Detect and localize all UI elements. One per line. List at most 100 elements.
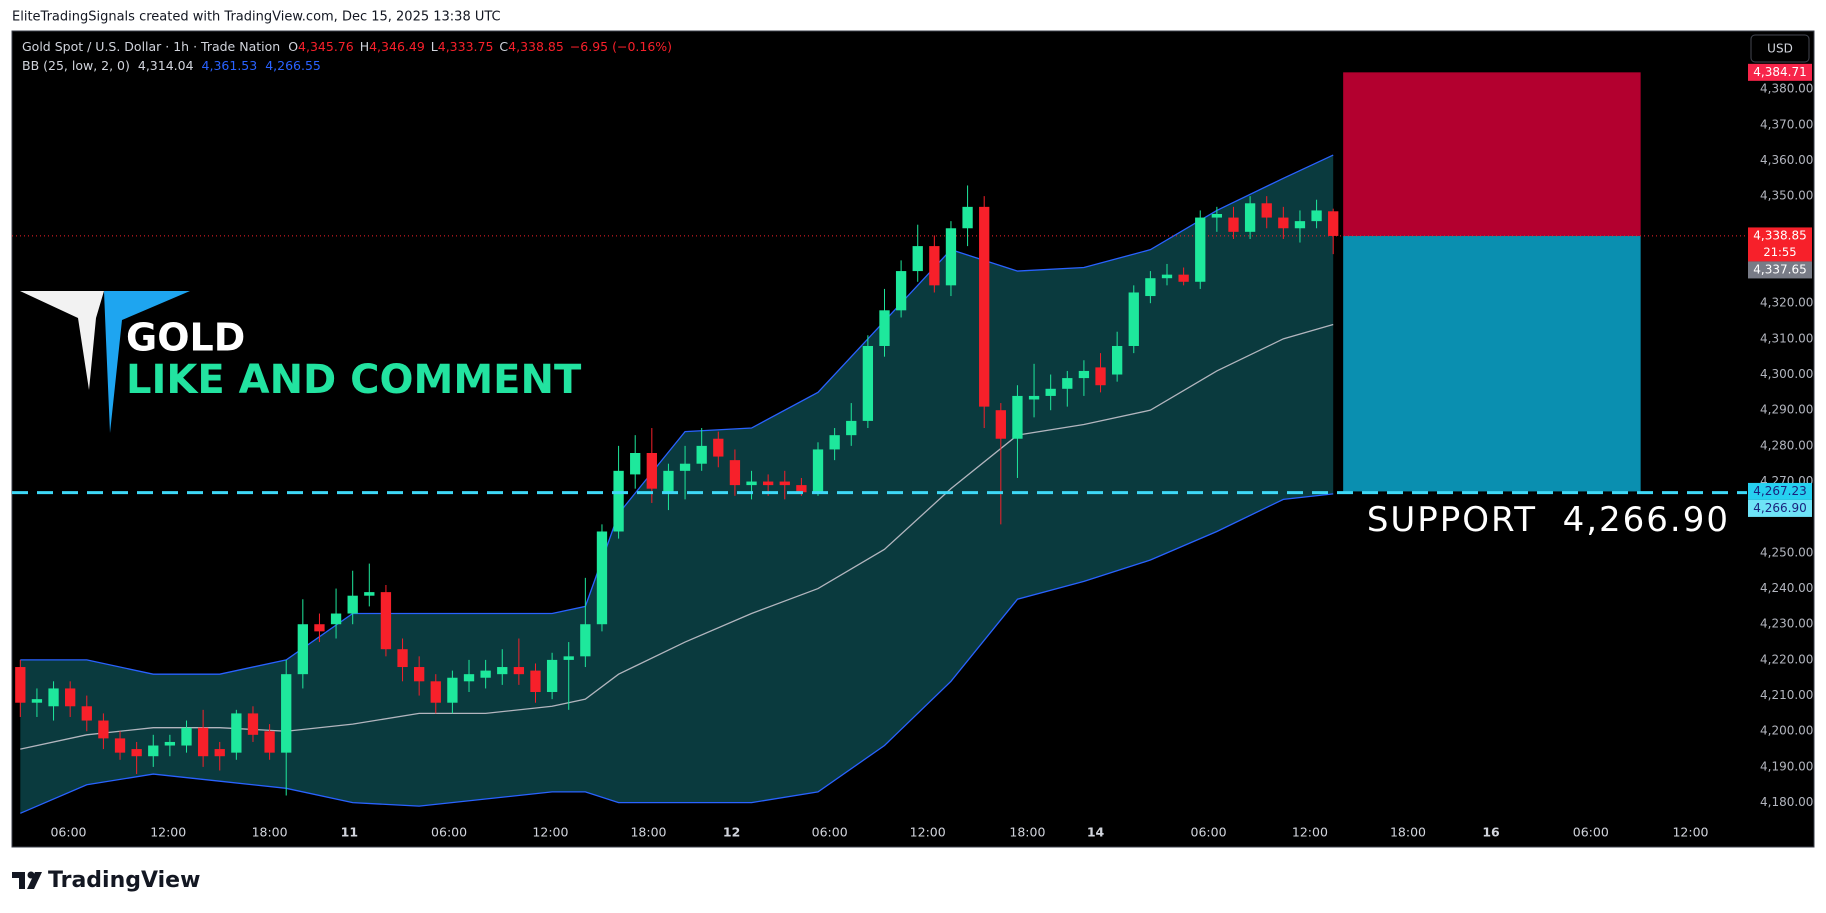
candle-body: [281, 674, 292, 753]
plot: SUPPORT 4,266.90 4,180.00 4,190.00 4,200.00…: [12, 63, 1813, 840]
candle-body: [48, 688, 59, 707]
candle-body: [812, 449, 824, 493]
price-label: 4,337.65: [1753, 262, 1806, 276]
candle-body: [763, 481, 774, 486]
candle-body: [563, 656, 574, 660]
candle-body: [713, 438, 724, 457]
candle-body: [1261, 203, 1272, 218]
x-tick-label: 12:00: [1292, 825, 1328, 840]
candle-body: [1294, 221, 1306, 229]
indicator-value: 4,266.55: [265, 58, 321, 73]
candle-body: [1161, 274, 1173, 279]
candle-body: [613, 470, 624, 532]
band-fill: [20, 155, 1334, 814]
y-tick-label: 4,280.00: [1760, 438, 1813, 452]
candle-body: [1062, 378, 1073, 389]
candle-body: [663, 470, 674, 493]
candle-body: [912, 246, 923, 272]
price-label-box: [1748, 227, 1812, 262]
x-tick-label: 06:00: [1191, 825, 1227, 840]
legend-change: −6.95 (−0.16%): [570, 39, 672, 54]
candle-body: [546, 659, 558, 693]
y-tick-label: 4,370.00: [1760, 117, 1813, 131]
candle-body: [114, 738, 126, 753]
price-label-box: [1748, 499, 1812, 517]
x-tick-label: 06:00: [1573, 825, 1609, 840]
candle-body: [630, 453, 641, 475]
price-label: 4,267.23: [1753, 484, 1806, 498]
x-tick-label: 14: [1087, 825, 1105, 840]
candle-body: [31, 699, 43, 703]
candle-body: [1195, 217, 1206, 282]
currency[interactable]: USD: [1767, 42, 1793, 56]
candle-body: [314, 624, 325, 632]
candle-body: [480, 670, 491, 678]
target-zone: [1343, 235, 1641, 492]
band-lower: [20, 493, 1334, 814]
logo-part: [27, 871, 35, 879]
candle-body: [746, 481, 757, 486]
x-tick-label: 06:00: [812, 825, 848, 840]
currency-button[interactable]: [1750, 34, 1810, 63]
indicator-value: 4,314.04: [138, 58, 194, 73]
credit: EliteTradingSignals created with Trading…: [12, 10, 501, 25]
price-label: 4,338.85: [1753, 228, 1806, 242]
y-tick-label: 4,360.00: [1760, 153, 1813, 167]
candle-body: [1311, 210, 1322, 222]
x-tick-label: 12:00: [1672, 825, 1708, 840]
stop-zone: [1343, 72, 1641, 236]
legend-ohlc-label: H: [360, 39, 369, 54]
candle-body: [1111, 345, 1123, 375]
legend-ohlc-value: 4,333.75: [438, 39, 494, 54]
x-tick-label: 11: [341, 825, 358, 840]
candle-body: [247, 713, 259, 735]
candle-body: [181, 727, 192, 746]
x-tick-label: 12:00: [532, 825, 568, 840]
candle-body: [397, 649, 408, 668]
logo-part: [27, 872, 42, 889]
x-tick-label: 18:00: [252, 825, 288, 840]
indicator-name: BB (25, low, 2, 0): [22, 58, 130, 73]
candle-body: [380, 592, 392, 650]
candle-body: [214, 749, 225, 757]
candle-body: [81, 706, 92, 721]
y-tick-label: 4,350.00: [1760, 189, 1813, 203]
candle-body: [347, 595, 358, 614]
candle-body: [1211, 213, 1223, 218]
legend-ohlc-label: L: [431, 39, 438, 54]
price-label-box: [1748, 63, 1812, 81]
candle-body: [1045, 388, 1056, 396]
candle-body: [497, 667, 508, 675]
candle-body: [1012, 395, 1023, 439]
y-tick-label: 4,310.00: [1760, 331, 1813, 345]
price-label-sub: 21:55: [1763, 245, 1796, 259]
candle-body: [962, 206, 973, 229]
logo-white: [20, 291, 104, 390]
candle-body: [1278, 217, 1289, 229]
candle-body: [463, 674, 475, 682]
x-tick-label: 06:00: [431, 825, 467, 840]
candle-body: [979, 206, 990, 407]
candle-body: [1228, 217, 1239, 232]
footer-brand: TradingView: [48, 868, 200, 893]
candle-body: [131, 749, 142, 757]
logo-blue: [104, 291, 190, 433]
candle-body: [895, 271, 907, 311]
candle-body: [513, 667, 525, 675]
y-tick-label: 4,220.00: [1760, 652, 1813, 666]
candle-body: [796, 485, 807, 493]
candle-body: [414, 667, 425, 682]
legend-ohlc-label: C: [499, 39, 508, 54]
candle-body: [530, 670, 541, 693]
legend-ohlc-value: 4,346.49: [369, 39, 425, 54]
candle-body: [231, 713, 242, 753]
legend-line: BB (25, low, 2, 0) 4,314.04 4,361.53 4,266.…: [22, 58, 321, 73]
candle-body: [580, 624, 591, 657]
candle-body: [995, 410, 1006, 439]
candle-body: [696, 445, 707, 464]
legend-ohlc-value: 4,345.76: [298, 39, 354, 54]
candle-body: [15, 667, 26, 703]
x-tick-label: 18:00: [1390, 825, 1426, 840]
candle-body: [297, 624, 308, 675]
